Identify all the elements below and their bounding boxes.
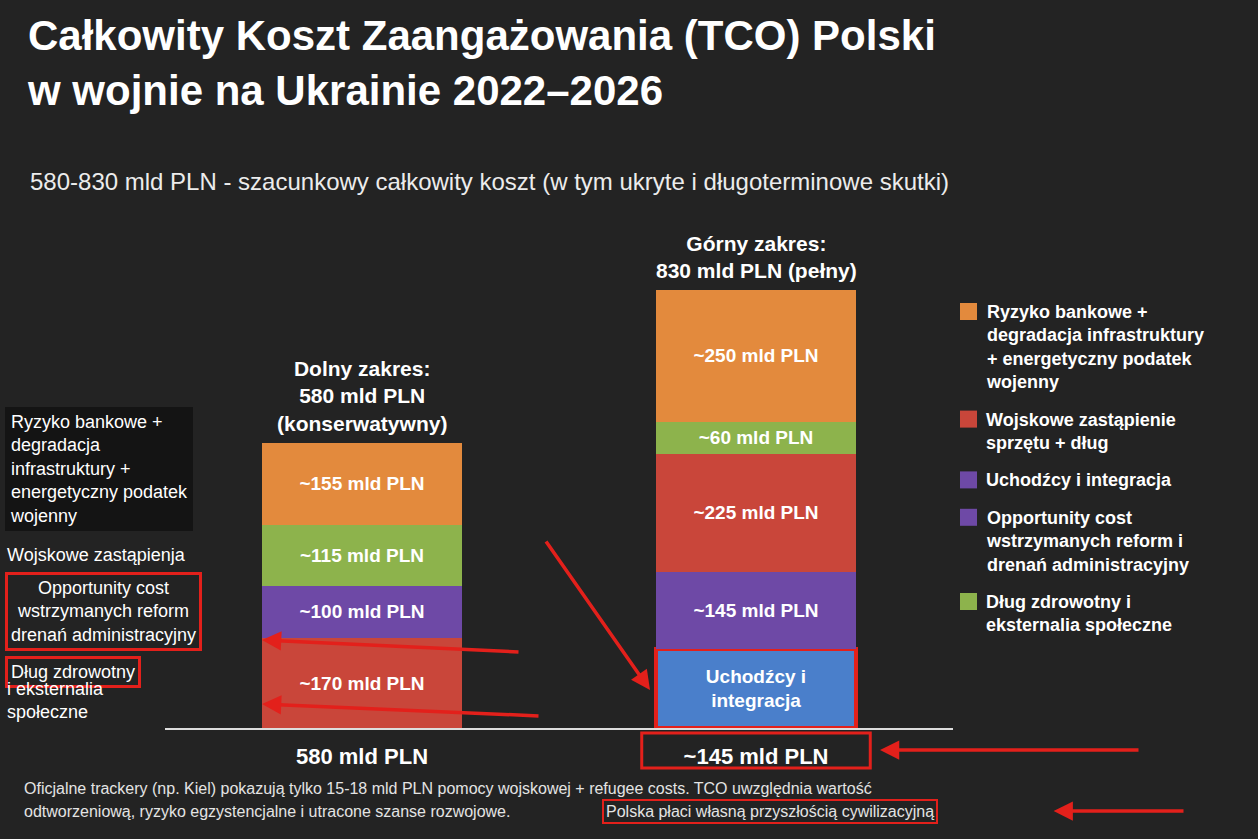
svg-text:~155 mld PLN: ~155 mld PLN	[299, 473, 424, 494]
svg-text:Wojskowe zastąpienja: Wojskowe zastąpienja	[7, 545, 186, 565]
svg-text:~170 mld PLN: ~170 mld PLN	[299, 673, 424, 694]
svg-text:Opportunity costwstrzymanych r: Opportunity costwstrzymanych reform idre…	[986, 508, 1189, 575]
svg-text:Wojskowe zastąpieniesprzętu +: Wojskowe zastąpieniesprzętu + dług	[986, 410, 1176, 453]
svg-text:Uchodźcy i integracja: Uchodźcy i integracja	[986, 470, 1172, 490]
svg-text:~115 mld PLN: ~115 mld PLN	[300, 545, 424, 566]
svg-text:Opportunity costwstrzymanych r: Opportunity costwstrzymanych reformdrena…	[11, 578, 196, 645]
svg-text:~60 mld PLN: ~60 mld PLN	[699, 427, 814, 448]
svg-text:~225 mld PLN: ~225 mld PLN	[693, 502, 818, 523]
svg-text:~100 mld PLN: ~100 mld PLN	[299, 601, 424, 622]
svg-text:~250 mld PLN: ~250 mld PLN	[693, 345, 818, 366]
svg-text:Ryzyko bankowe +degradacja inf: Ryzyko bankowe +degradacja infrastruktur…	[986, 302, 1204, 392]
svg-text:~145 mld PLN: ~145 mld PLN	[693, 600, 818, 621]
svg-text:i eksternaliaspołeczne: i eksternaliaspołeczne	[7, 679, 104, 722]
svg-text:~145 mld PLN: ~145 mld PLN	[684, 744, 829, 769]
svg-text:Uchodźcy iintegracja: Uchodźcy iintegracja	[706, 666, 806, 712]
svg-text:Dolny zakres:580 mld PLN(konse: Dolny zakres:580 mld PLN(konserwatywny)	[277, 357, 447, 435]
svg-text:Dług zdrowotny: Dług zdrowotny	[11, 662, 135, 682]
svg-text:580-830 mld PLN - szacunkowy c: 580-830 mld PLN - szacunkowy całkowity k…	[30, 168, 949, 195]
svg-text:Polska płaci własną przyszłośc: Polska płaci własną przyszłością cywiliz…	[606, 803, 934, 820]
svg-text:Oficjalne trackery (np. Kiel): Oficjalne trackery (np. Kiel) pokazują t…	[24, 780, 872, 797]
svg-text:Ryzyko bankowe +degradacjainfr: Ryzyko bankowe +degradacjainfrastruktury…	[10, 412, 188, 526]
svg-text:Całkowity Koszt Zaangażowania: Całkowity Koszt Zaangażowania (TCO) Pols…	[27, 12, 936, 114]
svg-text:Górny zakres:830 mld PLN (pełn: Górny zakres:830 mld PLN (pełny)	[656, 232, 857, 282]
svg-text:odtworzeniową, ryzyko egzysten: odtworzeniową, ryzyko egzystencjalne i u…	[24, 803, 510, 820]
svg-text:Dług zdrowotny ieksternalia sp: Dług zdrowotny ieksternalia społeczne	[986, 592, 1172, 635]
svg-text:580 mld PLN: 580 mld PLN	[296, 744, 428, 769]
